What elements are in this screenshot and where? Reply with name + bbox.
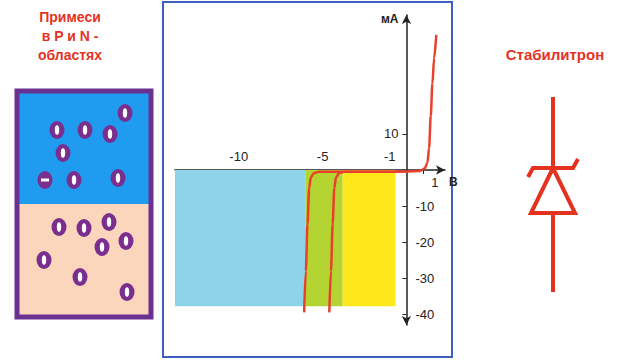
svg-text:В: В [449,175,458,189]
svg-text:-40: -40 [415,307,434,322]
html-text:в P и N -: в P и N - [41,28,99,44]
html-text:Стабилитрон: Стабилитрон [505,46,605,63]
svg-text:1: 1 [431,175,438,190]
svg-text:мА: мА [381,12,399,26]
svg-text:-1: -1 [384,149,396,164]
svg-text:-10: -10 [415,199,434,214]
svg-text:10: 10 [384,126,398,141]
svg-text:-20: -20 [415,235,434,250]
svg-text:-10: -10 [229,149,248,164]
html-text:областях: областях [37,47,103,63]
html-text:Примеси: Примеси [39,9,101,25]
svg-text:-5: -5 [317,149,329,164]
svg-text:-30: -30 [415,271,434,286]
